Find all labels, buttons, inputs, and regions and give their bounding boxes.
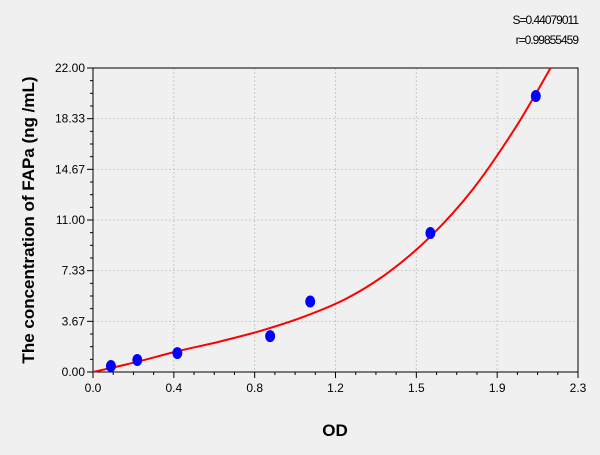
y-tick-label: 3.67 [62,314,86,328]
y-tick-label: 7.33 [62,264,86,278]
x-axis-label: OD [322,421,348,440]
r-annotation: r=0.99855459 [516,33,580,47]
y-tick-label: 18.33 [55,112,85,126]
y-tick-label: 14.67 [55,162,85,176]
x-tick-label: 2.3 [570,381,587,395]
s-annotation: S=0.44079011 [512,13,579,27]
data-point [305,295,316,308]
ticks: 0.0 0.4 0.8 1.2 1.5 1.9 2.3 0.00 3.67 7.33 11.00 14… [55,61,587,395]
x-tick-label: 1.9 [489,381,506,395]
y-tick-label: 0.00 [62,365,86,379]
x-tick-label: 0.0 [85,381,102,395]
y-axis-label: The concentration of FAPa (ng /mL) [19,76,38,363]
data-point [105,360,116,373]
x-tick-label: 0.4 [165,381,182,395]
data-point [530,90,541,103]
x-tick-label: 0.8 [246,381,263,395]
data-point [425,226,436,239]
y-tick-label: 22.00 [55,61,85,75]
grid [93,68,578,372]
x-tick-label: 1.2 [327,381,344,395]
data-point [265,330,276,343]
x-tick-label: 1.5 [408,381,425,395]
data-point [172,347,183,360]
data-point [132,353,143,366]
y-tick-label: 11.00 [56,213,85,227]
